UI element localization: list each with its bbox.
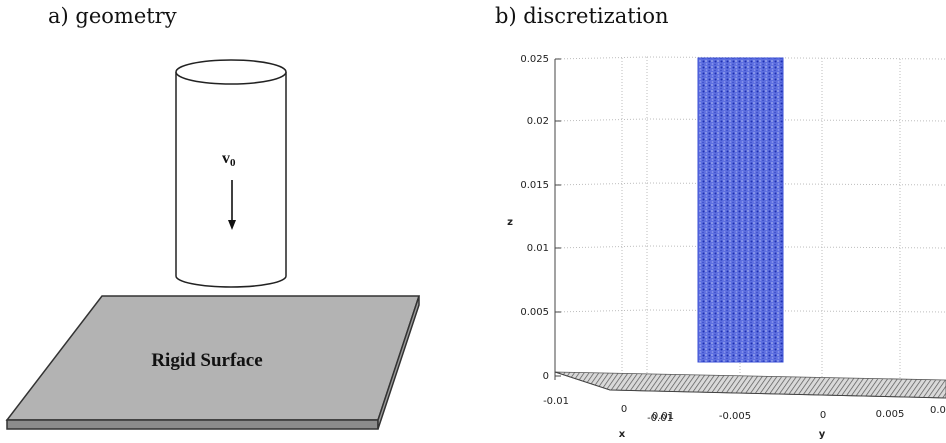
y-tick-label: 0.01 xyxy=(930,405,946,416)
x-tick-label: -0.01 xyxy=(543,396,569,407)
discretization-plot: 0.025 0.02 0.015 0.01 0.005 0 z -0.01 0 … xyxy=(507,54,946,440)
z-ticks: 0.025 0.02 0.015 0.01 0.005 0 xyxy=(520,54,561,382)
y-ticks: -0.01 -0.005 0 0.005 0.01 xyxy=(647,405,946,424)
y-tick-label: -0.01 xyxy=(647,413,673,424)
cylinder-body xyxy=(175,72,287,288)
x-tick-label: 0 xyxy=(621,404,627,415)
z-tick-label: 0.02 xyxy=(527,116,549,127)
z-tick-label: 0 xyxy=(543,371,549,382)
z-axis-label: z xyxy=(507,217,513,228)
y-tick-label: 0.005 xyxy=(876,409,905,420)
y-tick-label: -0.005 xyxy=(719,411,751,422)
velocity-arrowhead xyxy=(228,220,236,230)
rigid-surface-side-edge xyxy=(377,295,420,430)
velocity-label: v0 xyxy=(222,150,236,169)
z-tick-label: 0.01 xyxy=(527,243,549,254)
rigid-surface-label: Rigid Surface xyxy=(151,350,262,371)
z-tick-label: 0.025 xyxy=(520,54,549,65)
geometry-diagram: Rigid Surface v0 xyxy=(5,59,421,430)
panel-a-title: a) geometry xyxy=(48,4,177,28)
y-tick-label: 0 xyxy=(820,410,826,421)
particle-column xyxy=(697,57,784,363)
floor-surface xyxy=(554,371,946,399)
z-tick-label: 0.005 xyxy=(520,307,549,318)
x-tick-label: 0.01 xyxy=(652,411,674,422)
panel-b-title: b) discretization xyxy=(495,4,669,28)
z-tick-label: 0.015 xyxy=(520,180,549,191)
y-axis-label: y xyxy=(819,429,826,440)
cylinder-top xyxy=(175,59,287,85)
floor-edge xyxy=(554,371,946,399)
x-ticks: -0.01 0 0.01 xyxy=(543,396,674,422)
rigid-surface-front-edge xyxy=(6,419,379,430)
x-axis-label: x xyxy=(619,429,626,440)
